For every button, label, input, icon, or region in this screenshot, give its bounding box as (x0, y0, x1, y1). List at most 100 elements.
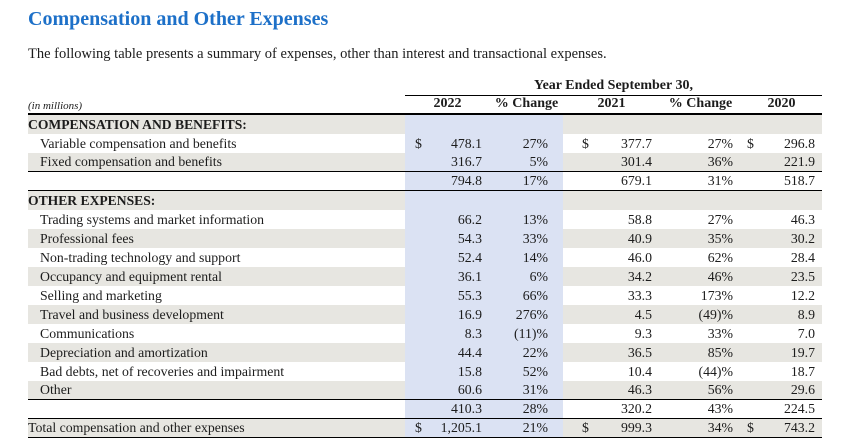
cell-2022-value: 8.3 (405, 324, 490, 343)
cell-2022-pct-change (490, 191, 563, 210)
cell-2021-value: 34.2 (627, 268, 652, 284)
row-label: Total compensation and other expenses (28, 420, 245, 435)
cell-2021-pct-change: 173% (700, 287, 733, 303)
cell-2022-value: 316.7 (405, 153, 490, 171)
cell-2021-value: 679.1 (620, 173, 652, 188)
dollar-sign: $ (582, 420, 589, 435)
table-row: Fixed compensation and benefits 316.7 5%… (28, 153, 822, 172)
cell-2022-pct-change: 13% (490, 210, 563, 229)
cell-2021-value: 320.2 (620, 401, 652, 416)
row-label: Travel and business development (40, 306, 224, 322)
cell-2022-value: 60.6 (405, 381, 490, 399)
row-label: Professional fees (40, 230, 134, 246)
cell-2021-pct-change (660, 191, 741, 210)
row-label (28, 172, 405, 190)
cell-2022-pct-change: 5% (490, 153, 563, 171)
cell-2020-value: 18.7 (790, 363, 815, 379)
cell-2021-pct-change: 62% (707, 249, 733, 265)
cell-2021-value: $377.7 (582, 135, 652, 151)
table-column-header-row: (in millions) 2022 % Change 2021 % Chang… (28, 96, 822, 115)
cell-2020-value (741, 115, 822, 134)
table-row: Depreciation and amortization 44.4 22% 3… (28, 343, 822, 362)
cell-2020-value: 28.4 (790, 249, 815, 265)
table-body: COMPENSATION AND BENEFITS: Variable comp… (28, 115, 822, 438)
dollar-sign: $ (747, 420, 754, 435)
cell-2021-value: 36.5 (627, 344, 652, 360)
table-group-header-row: Year Ended September 30, (28, 78, 822, 96)
column-header-pct-change-2: % Change (668, 96, 733, 111)
cell-2021-value (563, 115, 660, 134)
cell-2020-value: 224.5 (783, 401, 815, 416)
cell-2021-pct-change: 43% (707, 401, 733, 416)
cell-2022-value: 52.4 (405, 248, 490, 267)
intro-text: The following table presents a summary o… (28, 46, 607, 62)
cell-2021-pct-change: 56% (707, 382, 733, 397)
cell-2021-value (563, 191, 660, 210)
cell-2021-pct-change: 46% (707, 268, 733, 284)
row-label: Depreciation and amortization (40, 344, 208, 360)
cell-2021-value: 46.3 (627, 382, 652, 397)
cell-2021-pct-change: (49)% (698, 306, 733, 322)
cell-2021-pct-change: (44)% (698, 363, 733, 379)
cell-2021-pct-change: 31% (707, 173, 733, 188)
page-title: Compensation and Other Expenses (28, 8, 329, 30)
row-label: Selling and marketing (40, 287, 162, 303)
cell-2021-pct-change: 27% (707, 135, 733, 151)
cell-2021-value: 10.4 (627, 363, 652, 379)
table-row: Travel and business development 16.9 276… (28, 305, 822, 324)
cell-2022-value: 15.8 (405, 362, 490, 381)
cell-2021-value: 9.3 (634, 325, 652, 341)
cell-2021-pct-change: 36% (707, 154, 733, 169)
row-label: Communications (40, 325, 135, 341)
cell-2022-value: 54.3 (405, 229, 490, 248)
cell-2022-pct-change: 33% (490, 229, 563, 248)
cell-2022-value: 36.1 (405, 267, 490, 286)
cell-2020-value: 8.9 (797, 306, 815, 322)
unit-label: (in millions) (28, 100, 83, 112)
cell-2021-value: 301.4 (620, 154, 652, 169)
column-header-2022: 2022 (433, 96, 462, 111)
cell-2020-value: 29.6 (790, 382, 815, 397)
table-row: Total compensation and other expenses $1… (28, 419, 822, 438)
row-label: Non-trading technology and support (40, 249, 241, 265)
cell-2020-value: 7.0 (797, 325, 815, 341)
cell-2022-pct-change: 17% (490, 172, 563, 190)
cell-2022-value (405, 191, 490, 210)
row-label: Fixed compensation and benefits (40, 154, 223, 169)
dollar-sign: $ (415, 135, 422, 151)
table-row: Communications 8.3 (11)% 9.3 33% 7.0 (28, 324, 822, 343)
cell-2021-pct-change: 33% (707, 325, 733, 341)
cell-2021-pct-change: 85% (707, 344, 733, 360)
cell-2022-value: 794.8 (405, 172, 490, 190)
cell-2020-value (741, 191, 822, 210)
cell-2020-value: $296.8 (747, 135, 815, 151)
cell-2021-value: 4.5 (634, 306, 652, 322)
cell-2022-pct-change: 52% (490, 362, 563, 381)
cell-2022-pct-change (490, 115, 563, 134)
cell-2022-value: 16.9 (405, 305, 490, 324)
cell-2020-value: 46.3 (790, 211, 815, 227)
table-row: Non-trading technology and support 52.4 … (28, 248, 822, 267)
row-label: Other (40, 382, 72, 397)
table-row: Professional fees 54.3 33% 40.9 35% 30.2 (28, 229, 822, 248)
cell-2021-value: 33.3 (627, 287, 652, 303)
cell-2022-value: 44.4 (405, 343, 490, 362)
expenses-table: Year Ended September 30, (in millions) 2… (28, 78, 822, 438)
cell-2021-pct-change: 34% (707, 420, 733, 435)
cell-2022-value: $478.1 (405, 134, 490, 153)
row-label: Trading systems and market information (40, 211, 265, 227)
column-header-pct-change-1: % Change (494, 96, 559, 111)
cell-2022-value: 410.3 (405, 400, 490, 418)
cell-2022-pct-change: 31% (490, 381, 563, 399)
cell-2022-pct-change: 276% (490, 305, 563, 324)
cell-2022-pct-change: 6% (490, 267, 563, 286)
table-row: OTHER EXPENSES: (28, 191, 822, 210)
dollar-sign: $ (582, 135, 589, 151)
cell-2022-pct-change: 27% (490, 134, 563, 153)
cell-2022-value (405, 115, 490, 134)
cell-2022-value: $1,205.1 (405, 419, 490, 437)
cell-2021-pct-change: 35% (707, 230, 733, 246)
cell-2021-value: 58.8 (627, 211, 652, 227)
cell-2021-pct-change: 27% (707, 211, 733, 227)
cell-2022-pct-change: 66% (490, 286, 563, 305)
